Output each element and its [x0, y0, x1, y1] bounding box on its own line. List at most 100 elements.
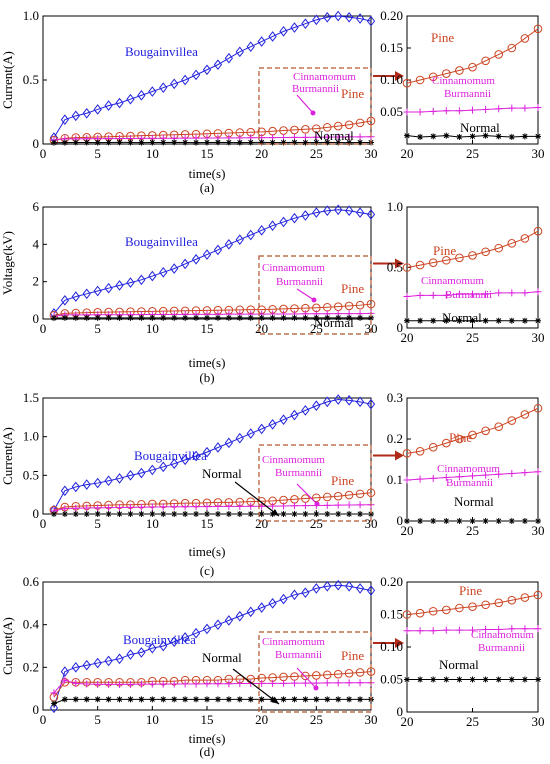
zoom-y-tick-label: 0: [397, 704, 404, 719]
data-point: [94, 696, 101, 703]
data-point: [180, 632, 190, 643]
data-point: [333, 669, 343, 679]
data-point: [159, 82, 168, 93]
zoom-y-tick-label: 0.05: [380, 104, 403, 119]
zoom-data-point: [443, 132, 450, 139]
y-tick-label: 4: [33, 236, 40, 251]
data-point: [290, 502, 298, 510]
label-pine: Pine: [331, 473, 354, 488]
zoom-data-point: [403, 476, 411, 484]
data-point: [126, 470, 135, 481]
data-point: [312, 493, 321, 503]
zoom-data-point: [404, 518, 410, 524]
data-point: [355, 300, 365, 310]
zoom-y-tick-label: 0.3: [387, 390, 403, 405]
data-point: [61, 511, 68, 517]
data-point: [333, 121, 343, 131]
zoom-data-point: [469, 472, 476, 480]
data-point: [213, 244, 223, 256]
zoom-data-point: [430, 676, 437, 683]
zoom-data-point: [495, 625, 503, 633]
zoom-data-point: [468, 430, 477, 440]
x-tick-label: 15: [201, 712, 214, 727]
label-normal: Normal: [202, 466, 242, 481]
zoom-data-point: [494, 598, 504, 608]
zoom-data-point: [482, 105, 490, 113]
data-point: [324, 696, 331, 703]
data-point: [366, 398, 376, 410]
zoom-data-point: [534, 104, 542, 112]
data-point: [323, 679, 331, 687]
zoom-data-point: [428, 442, 438, 452]
data-point: [355, 207, 365, 218]
zoom-x-tick-label: 25: [466, 330, 479, 345]
zoom-data-point: [507, 43, 517, 53]
data-point: [224, 239, 234, 250]
zoom-data-point: [469, 106, 476, 114]
zoom-label-normal: Normal: [439, 657, 479, 672]
data-point: [159, 640, 168, 652]
pointer-head-normal: [271, 509, 279, 516]
data-point: [71, 110, 80, 122]
data-point: [191, 69, 201, 81]
pointer-head-cinnamomum: [310, 110, 316, 116]
zoom-data-point: [455, 603, 464, 613]
data-point: [344, 669, 354, 678]
zoom-label-burmannii: Burmannii: [444, 88, 491, 100]
data-point: [149, 511, 156, 517]
zoom-data-point: [494, 243, 504, 253]
data-point: [148, 642, 157, 654]
zoom-data-point: [416, 291, 424, 299]
data-point: [225, 502, 233, 510]
series-line-bougainvillea: [53, 584, 372, 709]
zoom-data-point: [533, 403, 543, 413]
y-tick-label: 2: [33, 274, 40, 289]
zoom-data-point: [507, 416, 517, 425]
zoom-data-point: [521, 469, 529, 477]
data-point: [116, 511, 123, 517]
data-point: [268, 418, 277, 430]
data-point: [61, 314, 68, 321]
data-point: [213, 442, 223, 453]
zoom-data-point: [403, 108, 411, 116]
data-point: [236, 696, 243, 703]
data-point: [127, 314, 134, 321]
zoom-data-point: [495, 470, 503, 478]
data-point: [159, 267, 168, 278]
data-point: [344, 395, 354, 406]
zoom-y-tick-label: 0.05: [380, 672, 403, 687]
data-point: [302, 314, 309, 321]
label-bougainvillea: Bougainvillea: [123, 632, 196, 647]
zoom-data-point: [417, 518, 424, 524]
series-line-pine: [53, 492, 372, 511]
data-point: [82, 107, 91, 119]
data-point: [312, 679, 320, 687]
data-point: [225, 511, 232, 517]
data-point: [235, 432, 244, 444]
data-point: [356, 679, 364, 687]
data-point: [82, 659, 91, 671]
data-point: [357, 696, 364, 703]
data-point: [126, 680, 134, 688]
data-point: [225, 680, 233, 688]
panel-label: (d): [199, 744, 214, 759]
data-point: [357, 511, 364, 517]
zoom-y-tick-label: 0.2: [387, 431, 403, 446]
data-point: [335, 139, 342, 146]
data-point: [322, 123, 332, 132]
x-tick-label: 10: [146, 146, 159, 161]
data-point: [346, 696, 353, 703]
data-point: [355, 489, 365, 499]
data-point: [225, 696, 232, 703]
data-point: [137, 680, 145, 688]
data-point: [335, 696, 342, 703]
data-point: [82, 288, 91, 300]
data-point: [290, 212, 299, 224]
zoom-data-point: [455, 473, 463, 481]
data-point: [214, 511, 221, 517]
label-cinnamomum: Cinnamomum: [262, 454, 325, 466]
zoom-data-point: [533, 590, 543, 600]
x-tick-label: 15: [201, 321, 214, 336]
data-point: [213, 619, 223, 630]
label-bougainvillea: Bougainvillea: [134, 448, 207, 463]
